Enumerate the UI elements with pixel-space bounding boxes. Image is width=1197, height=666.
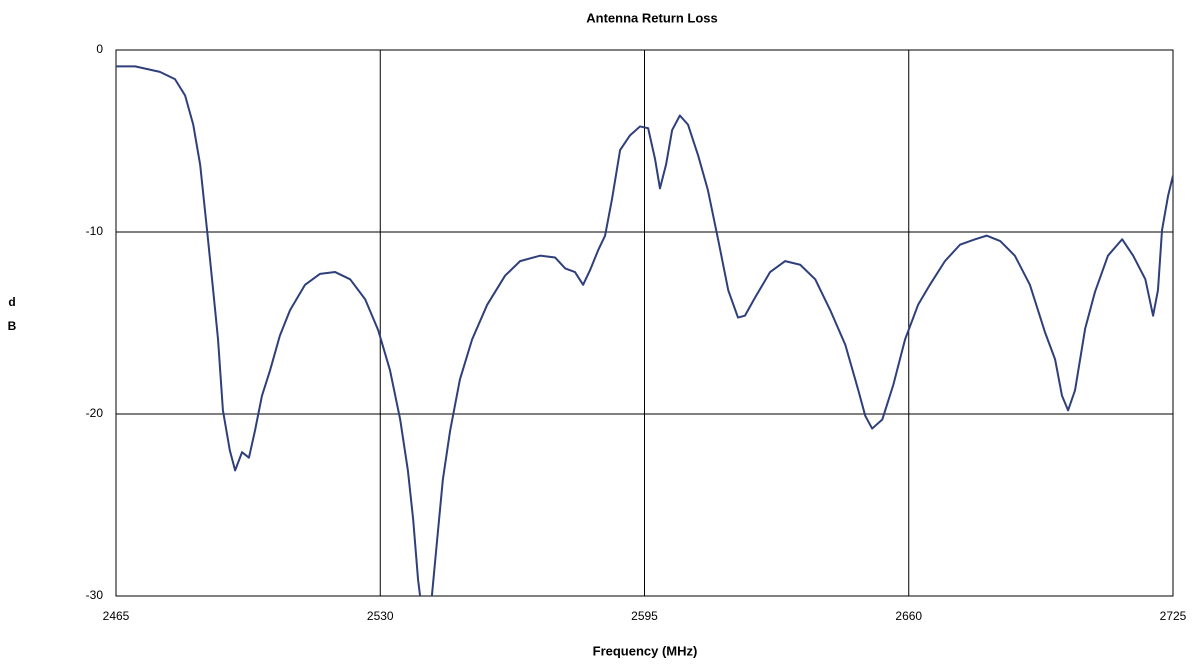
x-tick-label: 2725 [1160,609,1187,623]
data-line [116,65,1173,596]
plot-border [115,49,1174,597]
x-axis-label: Frequency (MHz) [593,643,698,658]
x-tick-label: 2465 [103,609,130,623]
x-tick-label: 2660 [895,609,922,623]
y-tick-label: 0 [96,42,103,56]
x-tick-label: 2595 [631,609,658,623]
y-tick-label: -30 [86,588,104,602]
chart-title: Antenna Return Loss [586,10,717,25]
y-tick-label: -20 [86,406,104,420]
y-tick-label: -10 [86,224,104,238]
x-tick-label: 2530 [367,609,394,623]
y-axis-label: dB [7,295,17,333]
